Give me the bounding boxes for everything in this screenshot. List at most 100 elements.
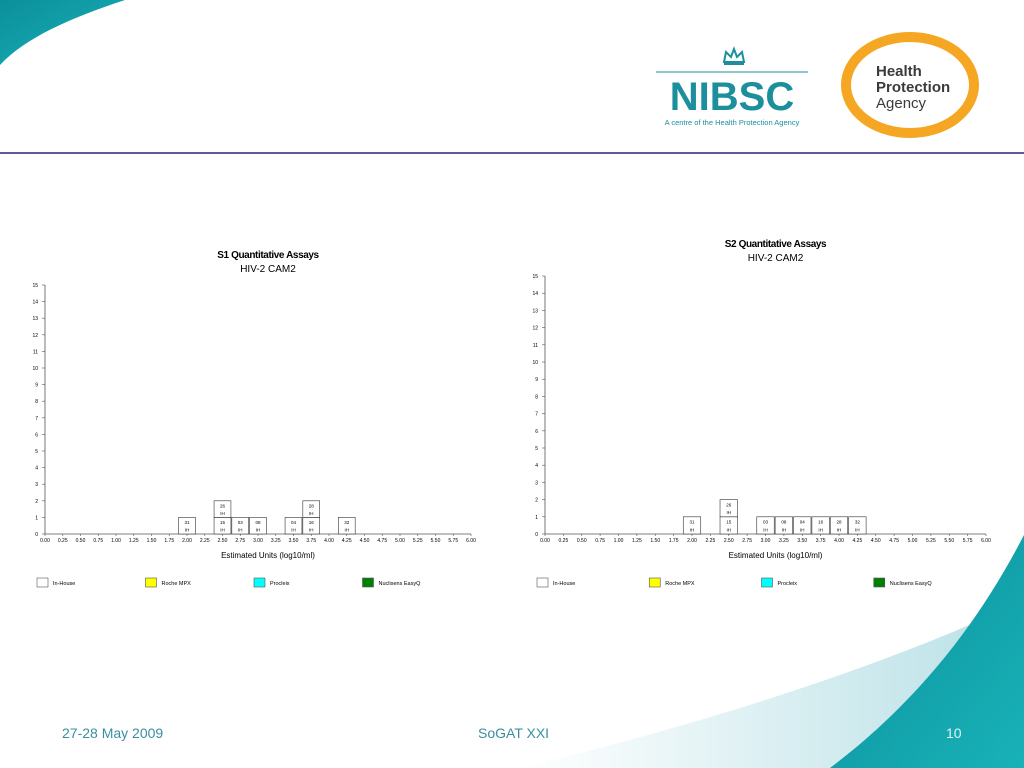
data-box-rect	[213, 500, 232, 518]
y-tick-label: 0	[535, 532, 538, 538]
legend-label: Roche MPX	[162, 581, 192, 587]
legend-label: Nuclisens EasyQ	[890, 581, 933, 587]
x-tick-label: 5.50	[944, 538, 954, 544]
data-box: 26 IH	[719, 499, 738, 518]
y-tick-label: 15	[32, 283, 38, 289]
data-box-rect	[811, 516, 830, 535]
x-tick-label: 3.75	[816, 538, 826, 544]
nibsc-tagline: A centre of the Health Protection Agency	[665, 118, 800, 127]
data-box-assay-label: IH	[763, 527, 768, 532]
x-tick-label: 1.75	[164, 538, 174, 544]
x-tick-label: 5.25	[926, 538, 936, 544]
data-box-lab-label: 28	[309, 503, 315, 508]
legend-swatch	[362, 577, 374, 588]
x-axis-label: Estimated Units (log10/ml)	[221, 551, 315, 560]
page-number: 10	[946, 725, 962, 741]
y-tick-label: 4	[35, 466, 38, 472]
data-box-assay-label: IH	[855, 527, 860, 532]
hpa-line-1: Health	[876, 63, 922, 80]
data-box: 15 IH	[719, 516, 738, 535]
legend-label: In-House	[53, 581, 75, 587]
data-box-rect	[719, 499, 738, 518]
data-box-rect	[338, 517, 356, 535]
data-box-assay-label: IH	[309, 528, 314, 533]
nibsc-wordmark: NIBSC	[670, 75, 794, 119]
legend-swatch	[761, 577, 773, 588]
x-tick-label: 3.75	[306, 538, 316, 544]
data-box-assay-label: IH	[818, 527, 823, 532]
hpa-ring-icon	[841, 32, 979, 138]
y-tick-label: 12	[32, 333, 38, 339]
y-tick-label: 5	[35, 449, 38, 455]
legend-swatch	[145, 577, 157, 588]
y-tick-label: 8	[35, 399, 38, 405]
data-box: 03 IH	[231, 517, 249, 535]
data-box-assay-label: IH	[220, 528, 225, 533]
data-box-assay-label: IH	[837, 527, 842, 532]
y-tick-label: 12	[532, 326, 538, 332]
data-box: 03 IH	[756, 516, 775, 535]
y-tick-label: 2	[535, 498, 538, 504]
data-box: 15 IH	[213, 517, 232, 535]
chart-title: S2 Quantitative Assays	[725, 239, 827, 250]
legend-swatch	[253, 577, 266, 588]
x-tick-label: 5.50	[431, 538, 441, 544]
data-box: 26 IH	[213, 500, 232, 518]
data-box-assay-label: IH	[345, 528, 350, 533]
crown-icon	[722, 46, 746, 65]
data-box-lab-label: 26	[726, 502, 732, 507]
y-tick-label: 3	[535, 480, 538, 486]
data-box-rect	[756, 516, 775, 535]
hpa-line-3: Agency	[876, 95, 927, 112]
x-tick-label: 4.25	[342, 538, 352, 544]
x-tick-label: 4.75	[377, 538, 387, 544]
data-box-lab-label: 26	[220, 503, 226, 508]
chart-subtitle: HIV-2 CAM2	[748, 253, 804, 264]
x-tick-label: 5.00	[908, 538, 918, 544]
x-tick-label: 2.75	[235, 538, 245, 544]
y-tick-label: 11	[533, 343, 538, 349]
x-tick-label: 3.25	[271, 538, 281, 544]
x-tick-label: 2.25	[706, 538, 716, 544]
x-tick-label: 5.25	[413, 538, 423, 544]
x-tick-label: 1.50	[650, 538, 660, 544]
y-tick-label: 6	[35, 432, 38, 438]
y-tick-label: 10	[532, 360, 538, 366]
x-tick-label: 3.50	[289, 538, 299, 544]
data-box-lab-label: 16	[309, 520, 315, 525]
data-box-lab-label: 32	[344, 520, 350, 525]
x-tick-label: 0.25	[58, 538, 68, 544]
x-tick-label: 1.00	[111, 538, 121, 544]
legend-swatch	[648, 577, 661, 588]
x-tick-label: 4.00	[834, 538, 844, 544]
legend-label: Procleix	[778, 581, 798, 587]
x-tick-label: 1.25	[129, 538, 139, 544]
data-box-rect	[829, 516, 849, 535]
data-box-rect	[284, 517, 303, 535]
data-box-lab-label: 15	[220, 520, 226, 525]
data-box: 04 IH	[793, 516, 812, 535]
x-tick-label: 3.25	[779, 538, 789, 544]
legend-label: Nuclisens EasyQ	[379, 581, 422, 587]
data-box-lab-label: 31	[689, 520, 695, 525]
y-tick-label: 0	[35, 532, 38, 538]
data-box: 08 IH	[249, 517, 267, 535]
data-box-assay-label: IH	[727, 527, 732, 532]
y-tick-label: 4	[535, 463, 538, 469]
x-tick-label: 6.00	[466, 538, 476, 544]
x-tick-label: 0.75	[595, 538, 605, 544]
x-tick-label: 0.25	[559, 538, 569, 544]
chart-title: S1 Quantitative Assays	[217, 250, 319, 261]
data-box-lab-label: 03	[238, 520, 244, 525]
data-box: 28 IH	[302, 500, 320, 518]
y-tick-label: 11	[33, 349, 38, 355]
y-tick-label: 10	[32, 366, 38, 372]
top-left-swoosh	[0, 0, 125, 65]
x-tick-label: 0.00	[540, 538, 550, 544]
data-box-rect	[682, 516, 702, 535]
x-tick-label: 4.75	[889, 538, 899, 544]
y-tick-label: 2	[35, 499, 38, 505]
y-tick-label: 5	[535, 446, 538, 452]
